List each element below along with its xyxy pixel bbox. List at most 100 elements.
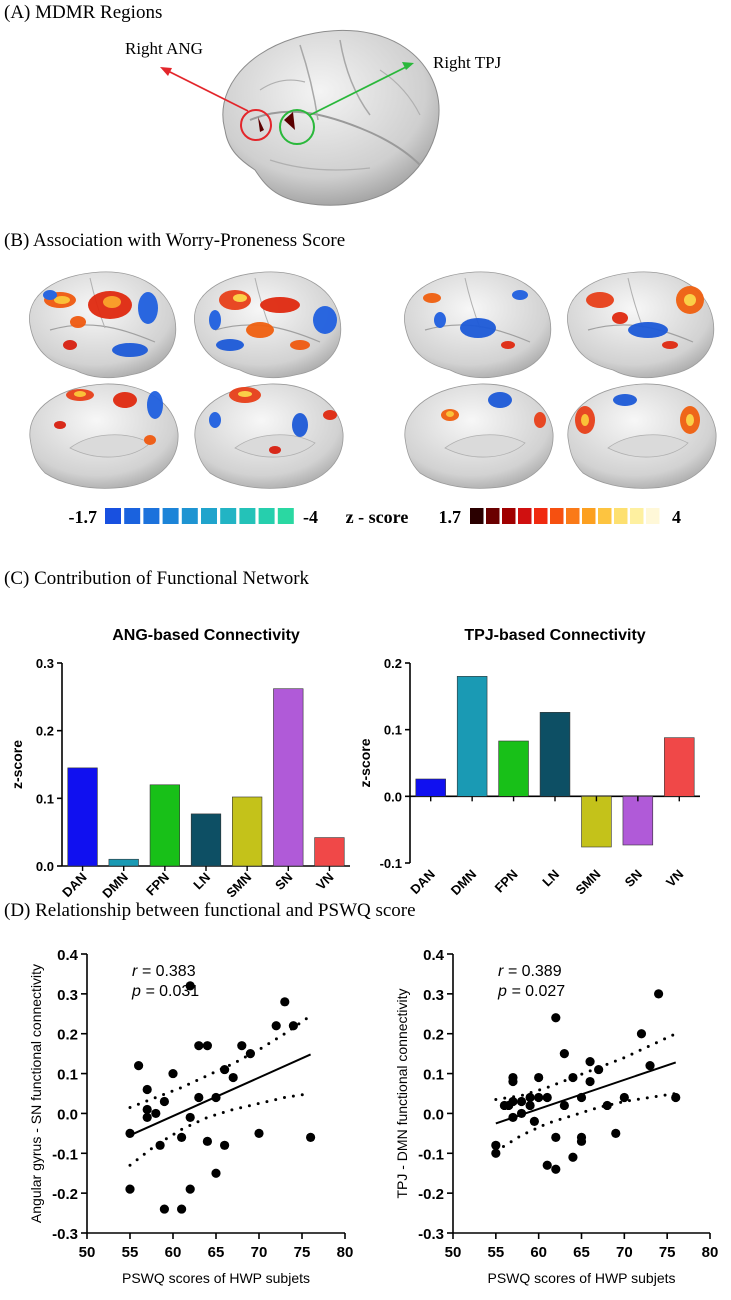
data-point	[645, 1061, 655, 1071]
bar-sn	[273, 688, 304, 867]
data-point	[220, 1140, 230, 1150]
y-tick-label: -0.1	[380, 856, 402, 871]
data-point	[534, 1072, 544, 1083]
y-tick-label: -0.2	[418, 1186, 444, 1203]
right-tpj-label: Right TPJ	[433, 53, 502, 72]
data-point	[220, 1064, 230, 1075]
data-point	[202, 1041, 212, 1051]
data-point	[211, 1092, 221, 1103]
bar-fpn	[149, 784, 180, 867]
colorbar-hot-swatch	[550, 508, 564, 524]
brain-maps-ang	[28, 271, 344, 489]
x-tick-label: 70	[616, 1244, 633, 1261]
data-point	[125, 1184, 135, 1194]
x-tick-label: 50	[79, 1244, 96, 1261]
data-point	[202, 1136, 212, 1146]
x-axis-label: PSWQ scores of HWP subjets	[122, 1270, 310, 1286]
ang-arrow	[165, 69, 249, 112]
data-point	[237, 1041, 247, 1051]
colorbar-pos-start: 1.7	[439, 507, 462, 527]
colorbar-center-label: z - score	[346, 507, 409, 527]
data-point	[185, 981, 195, 991]
colorbar-hot-swatch	[582, 508, 596, 524]
panel-b-figure: -1.7 -4 z - score 1.7 4	[28, 271, 717, 527]
tpj-region-blob	[284, 112, 295, 130]
y-tick-label: 0.1	[57, 1067, 78, 1084]
colorbar-hot-swatch	[614, 508, 628, 524]
tpj-arrow	[309, 65, 409, 116]
data-point	[185, 1184, 195, 1194]
x-tick-label: 60	[530, 1244, 547, 1261]
x-tick-label: 75	[659, 1244, 676, 1261]
chart-title: ANG-based Connectivity	[112, 627, 300, 644]
y-tick-label: -0.2	[52, 1186, 78, 1203]
panel-c-title: (C) Contribution of Functional Network	[4, 568, 310, 589]
p-value: 0.031	[159, 983, 199, 1000]
y-tick-label: 0.1	[36, 791, 54, 806]
y-tick-label: 0.3	[423, 987, 444, 1004]
right-ang-label: Right ANG	[125, 39, 203, 58]
colorbar-blue-swatch	[220, 508, 237, 524]
data-point	[529, 1116, 539, 1126]
r-value: 0.389	[522, 963, 562, 980]
data-point	[125, 1128, 135, 1138]
y-tick-label: 0.1	[384, 723, 402, 738]
data-point	[671, 1092, 681, 1103]
panel-b-title: (B) Association with Worry-Proneness Sco…	[4, 230, 346, 251]
data-point	[559, 1100, 569, 1111]
bar-vn	[664, 737, 695, 797]
colorbar-pos-end: 4	[672, 507, 681, 527]
x-axis-label: PSWQ scores of HWP subjets	[487, 1270, 675, 1286]
y-tick-label: 0.0	[36, 859, 54, 874]
bar-fpn	[498, 740, 529, 797]
data-point	[516, 1096, 527, 1107]
panel-d-title: (D) Relationship between functional and …	[4, 900, 416, 921]
panel-a-figure: Right ANG Right TPJ	[125, 29, 502, 206]
data-point	[194, 1041, 204, 1051]
p-label: p =	[131, 983, 159, 1000]
data-point	[508, 1076, 518, 1087]
colorbar-hot-swatch	[646, 508, 660, 524]
bar-dan	[67, 767, 98, 867]
p-statistic: p = 0.031	[131, 983, 199, 1000]
colorbar-blue-swatch	[258, 508, 275, 524]
data-point	[576, 1136, 587, 1146]
data-point	[602, 1100, 612, 1111]
x-tick-label: 70	[251, 1244, 268, 1261]
r-value: 0.383	[156, 963, 196, 980]
data-point	[508, 1112, 518, 1123]
data-point	[491, 1140, 501, 1150]
data-point	[619, 1092, 629, 1103]
chart-title: TPJ-based Connectivity	[464, 627, 645, 644]
r-statistic: r = 0.389	[498, 963, 562, 980]
zscore-colorbar: -1.7 -4 z - score 1.7 4	[69, 507, 682, 527]
y-tick-label: 0.2	[57, 1027, 78, 1044]
data-point	[559, 1049, 569, 1059]
data-point	[568, 1072, 578, 1083]
regression-line	[129, 1053, 312, 1137]
data-point	[254, 1128, 264, 1138]
colorbar-hot-swatch	[486, 508, 500, 524]
data-point	[185, 1112, 195, 1123]
y-tick-label: -0.3	[52, 1226, 78, 1243]
brain-lateral-view	[160, 29, 440, 206]
y-tick-label: 0.2	[384, 656, 402, 671]
data-point	[551, 1013, 561, 1023]
y-tick-label: -0.1	[418, 1146, 444, 1163]
colorbar-hot-swatch	[598, 508, 612, 524]
y-tick-label: 0.2	[423, 1027, 444, 1044]
y-axis-label: Angular gyrus - SN functional connectivi…	[28, 964, 44, 1223]
data-point	[211, 1168, 221, 1178]
r-statistic: r = 0.383	[132, 963, 196, 980]
colorbar-hot-swatch	[566, 508, 580, 524]
colorbar-blue-swatch	[162, 508, 179, 524]
colorbar-blue-swatch	[105, 508, 121, 524]
data-point	[542, 1092, 552, 1103]
data-point	[142, 1084, 152, 1095]
y-tick-label: 0.0	[423, 1106, 444, 1123]
y-tick-label: 0.3	[36, 656, 54, 671]
colorbar-blue-swatch	[201, 508, 217, 524]
x-tick-label: 65	[573, 1244, 590, 1261]
